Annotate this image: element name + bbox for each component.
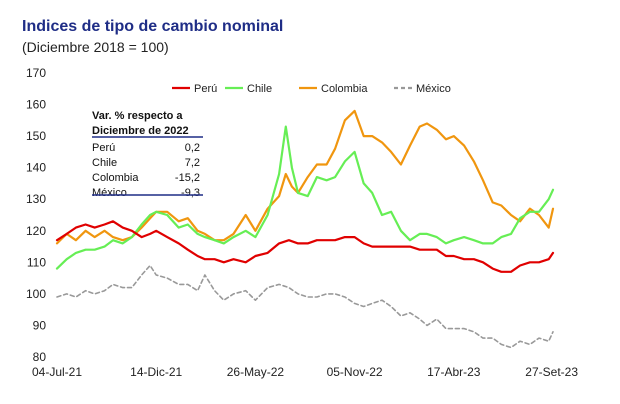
y-axis: 170 160 150 140 130 120 110 100 90 80: [26, 66, 46, 364]
legend-label: México: [416, 83, 451, 95]
series-line-perú: [55, 220, 555, 273]
variation-table: Var. % respecto a Diciembre de 2022 Perú 0,…: [92, 110, 203, 199]
legend-label: Colombia: [321, 83, 368, 95]
y-tick-label: 100: [26, 287, 46, 301]
series-line-chile: [55, 125, 555, 270]
x-axis: 04-Jul-21 14-Dic-21 26-May-22 05-Nov-22 17-A…: [32, 365, 578, 379]
y-tick-label: 170: [26, 66, 46, 80]
y-tick-label: 150: [26, 129, 46, 143]
table-header: Diciembre de 2022: [92, 125, 189, 137]
table-row-label: Perú: [92, 142, 115, 154]
chart-title: Indices de tipo de cambio nominal: [22, 18, 284, 35]
y-tick-label: 80: [33, 350, 47, 364]
x-tick-label: 14-Dic-21: [130, 365, 182, 379]
table-row-value: 0,2: [185, 142, 200, 154]
table-header: Var. % respecto a: [92, 110, 183, 122]
legend-label: Chile: [247, 83, 272, 95]
table-row-label: Chile: [92, 157, 117, 169]
series-layer: [55, 109, 555, 349]
y-tick-label: 90: [33, 318, 47, 332]
series-line-colombia: [55, 109, 555, 245]
x-tick-label: 26-May-22: [227, 365, 285, 379]
x-tick-label: 17-Abr-23: [427, 365, 481, 379]
legend: Perú Chile Colombia México: [172, 83, 451, 95]
table-row-value: -9,3: [181, 187, 200, 199]
y-tick-label: 140: [26, 161, 46, 175]
y-tick-label: 110: [27, 255, 46, 269]
table-row-value: -15,2: [175, 172, 200, 184]
x-tick-label: 05-Nov-22: [327, 365, 383, 379]
y-tick-label: 160: [26, 98, 46, 112]
x-tick-label: 27-Set-23: [525, 365, 578, 379]
table-row-label: México: [92, 187, 127, 199]
table-row-value: 7,2: [185, 157, 200, 169]
y-tick-label: 120: [26, 224, 46, 238]
chart-subtitle: (Diciembre 2018 = 100): [22, 39, 169, 55]
series-line-méxico: [56, 264, 554, 349]
x-tick-label: 04-Jul-21: [32, 365, 82, 379]
table-row-label: Colombia: [92, 172, 139, 184]
legend-label: Perú: [194, 83, 217, 95]
y-tick-label: 130: [26, 192, 46, 206]
